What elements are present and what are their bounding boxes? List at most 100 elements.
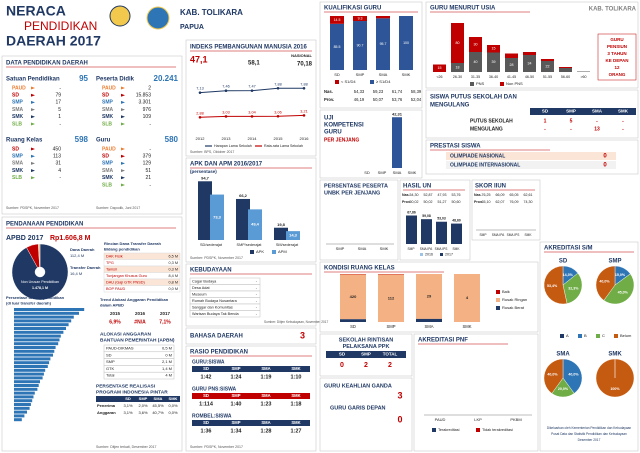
legend-swatch (272, 250, 276, 254)
arrow (31, 86, 35, 90)
label: - (596, 118, 598, 124)
label: SD (339, 352, 346, 357)
label: 3.301 (138, 100, 151, 106)
arrow (31, 122, 35, 126)
label: SMP (356, 72, 365, 77)
arrow (31, 161, 35, 165)
bar (286, 231, 300, 240)
label: 2017 (445, 252, 453, 256)
bar (469, 52, 482, 72)
label: 0,3 M (169, 267, 179, 271)
label: SMA IPA (420, 247, 433, 251)
label: GURU (610, 37, 623, 42)
bar (14, 327, 66, 330)
panel (539, 241, 639, 452)
arrow (121, 115, 125, 119)
label: Museum (192, 292, 207, 296)
bar (451, 223, 462, 244)
point (302, 114, 306, 117)
source: Sumber: Ditjen Kebudayaan, November 2017 (264, 320, 329, 324)
label: SMP (12, 154, 24, 160)
bar (487, 45, 500, 53)
label: 598 (75, 135, 89, 144)
section-title: APK DAN APM 2016/2017 (190, 162, 263, 168)
label: - (59, 175, 61, 181)
label: 3 (300, 330, 305, 340)
panel (471, 179, 541, 241)
label: 420 (350, 294, 357, 299)
label: SMP/sederajat (237, 243, 263, 247)
label: SMA IPA (492, 233, 505, 237)
label: 15.853 (136, 93, 152, 99)
bar (399, 16, 413, 70)
table-header (192, 393, 310, 399)
label: ORANG (609, 72, 626, 77)
label: 5 (570, 118, 573, 124)
pie-slice (543, 358, 564, 394)
label: Non Urusan Pendidikan (21, 280, 59, 284)
label: Tunjangan Khusus Guru (106, 274, 147, 278)
table-row (446, 161, 616, 169)
label: 1:19 (260, 374, 271, 380)
label: Nas. (324, 89, 333, 94)
label: SMK (408, 170, 417, 175)
label: 36-40 (489, 75, 498, 79)
label: 40,7% (152, 410, 164, 415)
label: 1:27 (290, 428, 301, 434)
logo (109, 5, 131, 27)
label: 31-35 (471, 75, 480, 79)
arrow (121, 161, 125, 165)
label: 129 (143, 161, 152, 167)
label: 15 (492, 47, 496, 51)
panel (399, 179, 471, 261)
label: - (622, 118, 624, 124)
label: Cagar Budaya (192, 279, 217, 283)
table-row (446, 152, 616, 160)
bar (14, 319, 72, 323)
label: - (256, 312, 258, 316)
label: TOTAL (383, 352, 398, 357)
label: SMP (139, 396, 148, 401)
label: - (149, 146, 151, 152)
label: - (256, 279, 258, 283)
panel (319, 377, 413, 452)
label: 2,88 (196, 111, 203, 115)
label: Nas. (402, 193, 410, 197)
label: 1:42 (200, 374, 211, 380)
label: Trend Alokasi Anggaran Pendidikan (100, 297, 169, 302)
label: Prov. (324, 97, 334, 102)
section-title: GURU MENURUT USIA (430, 6, 496, 12)
label: BOP PAUD (106, 287, 126, 291)
bar (14, 403, 31, 406)
bar (523, 52, 536, 55)
legend-swatch (470, 82, 474, 86)
label: Rata-rata Lama Sekolah (264, 144, 303, 148)
section-title: AKREDITASI S/M (544, 246, 593, 252)
label: - (256, 292, 258, 296)
label: 1:114 (199, 401, 214, 407)
arrow (31, 147, 35, 151)
regional-logo (146, 6, 170, 30)
label: PERSENTASE REALISASI (96, 383, 156, 389)
label: Rp1.606,8 M (50, 235, 91, 242)
arrow (121, 108, 125, 112)
bar (392, 117, 402, 168)
section-title: DATA PENDIDIKAN DAERAH (6, 61, 88, 67)
label: A (566, 333, 569, 338)
label: 0,8 M (169, 280, 179, 284)
label: Tamsil (106, 267, 117, 271)
bar (340, 319, 366, 322)
label: SD (102, 154, 109, 160)
bar (236, 198, 250, 240)
label: SD (106, 352, 112, 357)
label: SD (334, 72, 340, 77)
label: SLB (12, 175, 22, 181)
label: 1:23 (260, 401, 271, 407)
label: Satuan Pendidikan (6, 77, 60, 83)
label: SD (203, 366, 209, 371)
label: 2014 (248, 136, 258, 141)
label: 4 (58, 168, 61, 174)
label: 46-50 (525, 75, 534, 79)
label: 53,76 (392, 97, 403, 102)
label: PAUD (12, 85, 26, 91)
